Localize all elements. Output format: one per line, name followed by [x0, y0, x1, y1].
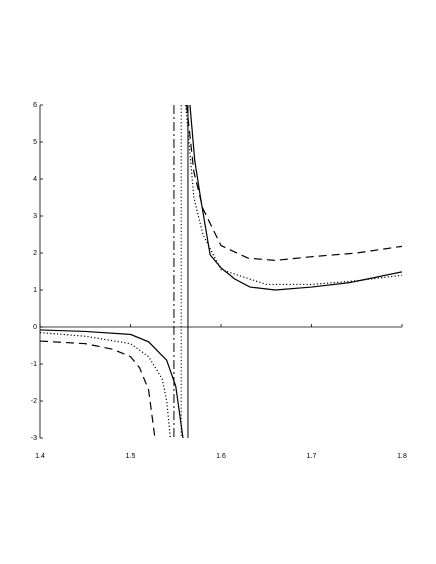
x-tick-label: 1.6: [216, 453, 226, 460]
curve: [40, 105, 402, 438]
y-tick-label: -1: [31, 361, 37, 368]
curve: [40, 105, 402, 438]
y-tick-label: -2: [31, 398, 37, 405]
x-tick-label: 1.4: [35, 453, 45, 460]
plot-area: [40, 105, 402, 438]
x-tick-label: 1.8: [397, 453, 407, 460]
y-tick-label: 6: [33, 102, 37, 109]
x-tick-label: 1.7: [307, 453, 317, 460]
y-tick-label: 2: [33, 250, 37, 257]
y-tick-label: 0: [33, 324, 37, 331]
curve: [40, 105, 402, 438]
y-tick-label: -3: [31, 435, 37, 442]
y-tick-label: 3: [33, 213, 37, 220]
y-tick-label: 4: [33, 176, 37, 183]
y-tick-label: 5: [33, 139, 37, 146]
x-tick-label: 1.5: [126, 453, 136, 460]
y-tick-label: 1: [33, 287, 37, 294]
